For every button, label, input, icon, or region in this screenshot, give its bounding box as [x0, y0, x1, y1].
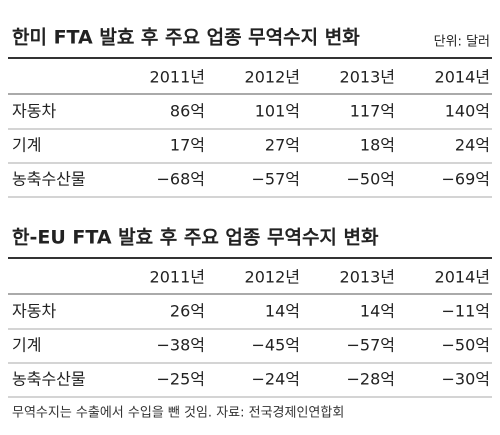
cell-value: −45억	[252, 336, 301, 355]
cell-value: −24억	[252, 370, 301, 389]
column-header: 2013년	[340, 68, 395, 87]
cell-value: −57억	[347, 336, 396, 355]
table-title: 한미 FTA 발효 후 주요 업종 무역수지 변화	[12, 27, 360, 49]
cell-value: 27억	[265, 136, 300, 155]
cell-value: 26억	[170, 302, 205, 321]
cell-value: 24억	[455, 136, 490, 155]
cell-value: −30억	[442, 370, 491, 389]
cell-value: 117억	[350, 102, 395, 121]
column-header: 2012년	[245, 268, 300, 287]
row-label: 농축수산물	[12, 370, 86, 389]
cell-value: 14억	[360, 302, 395, 321]
column-header: 2014년	[435, 268, 490, 287]
row-label: 자동차	[12, 102, 56, 121]
row-label: 기계	[12, 136, 41, 155]
cell-value: −57억	[252, 170, 301, 189]
cell-value: −25억	[157, 370, 206, 389]
cell-value: 140억	[445, 102, 490, 121]
column-header: 2013년	[340, 268, 395, 287]
cell-value: −69억	[442, 170, 491, 189]
cell-value: 86억	[170, 102, 205, 121]
cell-value: 18억	[360, 136, 395, 155]
table-title: 한-EU FTA 발효 후 주요 업종 무역수지 변화	[12, 227, 379, 249]
cell-value: 14억	[265, 302, 300, 321]
row-label: 농축수산물	[12, 170, 86, 189]
cell-value: 17억	[170, 136, 205, 155]
column-header: 2011년	[150, 268, 205, 287]
cell-value: −38억	[157, 336, 206, 355]
row-label: 자동차	[12, 302, 56, 321]
cell-value: −68억	[157, 170, 206, 189]
cell-value: −50억	[442, 336, 491, 355]
cell-value: −11억	[442, 302, 491, 321]
cell-value: −28억	[347, 370, 396, 389]
footnote: 무역수지는 수출에서 수입을 뺀 것임. 자료: 전국경제인연합회	[12, 406, 344, 421]
cell-value: 101억	[255, 102, 300, 121]
cell-value: −50억	[347, 170, 396, 189]
column-header: 2012년	[245, 68, 300, 87]
row-label: 기계	[12, 336, 41, 355]
unit-note: 단위: 달러	[434, 35, 490, 50]
column-header: 2011년	[150, 68, 205, 87]
column-header: 2014년	[435, 68, 490, 87]
